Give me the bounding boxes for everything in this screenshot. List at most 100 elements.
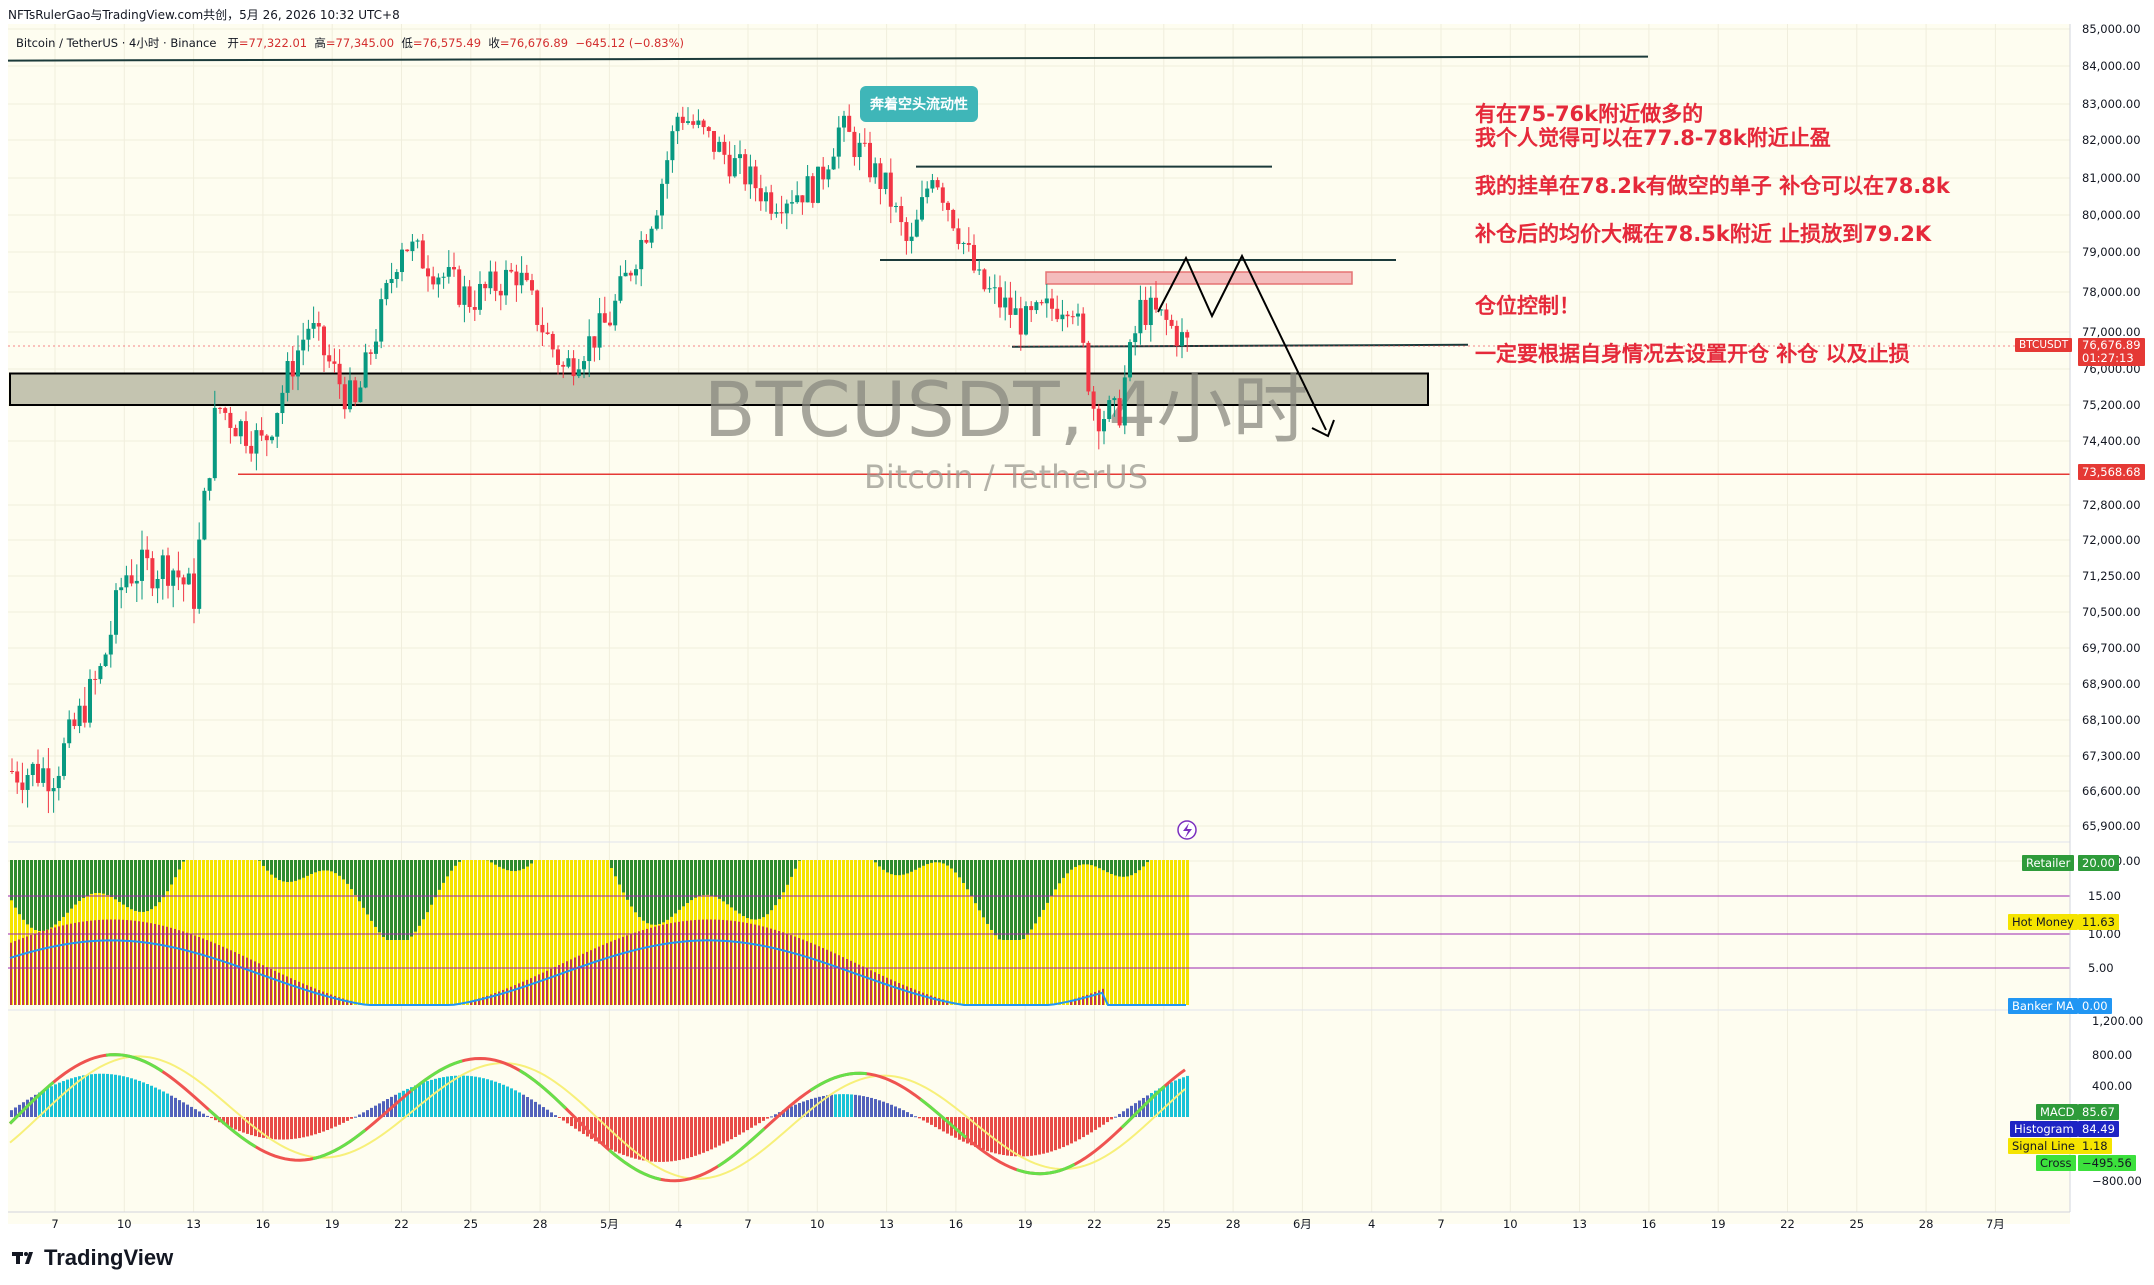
- macd-hist-bar: [858, 1095, 861, 1117]
- candle-body: [925, 188, 930, 198]
- candles: [10, 104, 1190, 814]
- flow-bar-green: [110, 860, 113, 897]
- macd-hist-bar: [202, 1113, 205, 1117]
- flow-bar-green: [322, 860, 325, 871]
- macd-hist-bar: [446, 1076, 449, 1117]
- macd-hist-bar: [618, 1117, 621, 1154]
- flow-bar-green: [526, 860, 529, 867]
- flow-bar-yellow: [918, 860, 921, 1005]
- flow-bar-yellow: [194, 860, 197, 1005]
- candle-body: [571, 358, 576, 377]
- bolt-icon: [1177, 820, 1197, 840]
- macd-hist-bar: [1106, 1117, 1109, 1123]
- candle-body: [1076, 313, 1080, 317]
- macd-hist-bar: [1186, 1075, 1189, 1117]
- flow-bar-yellow: [486, 860, 489, 1005]
- flow-bar-green: [894, 860, 897, 876]
- flow-bar-red: [114, 919, 116, 1005]
- macd-hist-bar: [462, 1075, 465, 1117]
- candle-body: [30, 763, 35, 776]
- macd-hist-bar: [34, 1094, 37, 1117]
- flow-bar-red: [802, 939, 804, 1005]
- flow-bar-yellow: [882, 860, 885, 1005]
- macd-hist-bar: [414, 1085, 417, 1117]
- flow-bar-yellow: [826, 860, 829, 1005]
- candle-body: [1018, 308, 1023, 335]
- flow-bar-red: [338, 997, 340, 1005]
- price-tick-label: 85,000.00: [2082, 22, 2141, 36]
- macd-hist-bar: [746, 1117, 749, 1131]
- candle-body: [1096, 408, 1101, 432]
- candle-body: [368, 352, 373, 354]
- flow-bar-red: [746, 922, 748, 1005]
- projection-path: [1157, 253, 1335, 840]
- time-tick-label: 7: [51, 1217, 58, 1231]
- time-axis[interactable]: 7 10 13 16 19 22 25 28 5月 4 7 10 13 16 19 22 25 28 6月 4 7 10 1…: [8, 1211, 2070, 1231]
- macd-hist-bar: [382, 1101, 385, 1117]
- price-axis[interactable]: 85,000.00 84,000.00 83,000.00 82,000.00 81,0…: [2069, 22, 2141, 1212]
- open-label: 开: [227, 36, 239, 50]
- candle-body: [587, 336, 592, 362]
- flow-bar-yellow: [202, 860, 205, 1005]
- candle-body: [1117, 398, 1122, 426]
- callout-bubble: 奔着空头流动性: [860, 86, 978, 122]
- macd-hist-bar: [506, 1086, 509, 1117]
- flow-bar-yellow: [1174, 860, 1177, 1005]
- macd-hist-bar: [578, 1117, 581, 1132]
- macd-hist-bar: [542, 1107, 545, 1117]
- flow-bar-yellow: [478, 860, 481, 1005]
- flow-bar-green: [174, 860, 177, 878]
- macd-hist-bar: [470, 1076, 473, 1117]
- flow-bar-green: [294, 860, 297, 881]
- flow-bar-yellow: [470, 860, 473, 1005]
- flow-bar-red: [230, 950, 232, 1005]
- macd-hist-bar: [402, 1090, 405, 1117]
- macd-hist-bar: [254, 1117, 257, 1137]
- candle-body: [987, 288, 992, 290]
- flow-bar-yellow: [986, 860, 989, 1005]
- flow-bar-red: [842, 957, 844, 1005]
- macd-hist-bar: [182, 1102, 185, 1117]
- flow-bar-yellow: [1142, 860, 1145, 1005]
- candle-body: [1102, 419, 1106, 432]
- flow-bar-red: [898, 983, 900, 1005]
- flow-bar-green: [638, 860, 641, 918]
- flow-bar-red: [202, 938, 204, 1005]
- macd-hist-bar: [658, 1117, 661, 1162]
- flow-bar-red: [850, 960, 852, 1005]
- flow-bar-red: [830, 951, 832, 1005]
- flow-bar-red: [174, 928, 176, 1005]
- price-tick-label: 65,900.00: [2082, 819, 2141, 833]
- macd-hist-bar: [1042, 1117, 1045, 1154]
- flow-bar-yellow: [466, 860, 469, 1005]
- candle-body: [774, 212, 779, 214]
- flow-bar-yellow: [554, 860, 557, 1005]
- flow-bar-yellow: [494, 860, 497, 1005]
- symbol-name[interactable]: Bitcoin / TetherUS · 4小时 · Binance: [16, 36, 217, 50]
- flow-bar-green: [1046, 860, 1049, 903]
- tradingview-logo[interactable]: TradingView: [12, 1245, 173, 1271]
- flow-bar-yellow: [1138, 860, 1141, 1005]
- candle-body: [670, 131, 675, 161]
- macd-hist-bar: [526, 1097, 529, 1117]
- candle-body: [675, 116, 680, 132]
- last-price: 76,676.89: [2082, 338, 2141, 352]
- candle-body: [831, 156, 836, 170]
- flow-bar-green: [342, 860, 345, 880]
- flow-bar-red: [222, 946, 224, 1005]
- macd-hist-bar: [50, 1086, 53, 1117]
- candle-body: [363, 352, 368, 388]
- flow-bar-yellow: [474, 860, 477, 1005]
- flow-bar-green: [782, 860, 785, 893]
- flow-bar-green: [958, 860, 961, 878]
- last-price-tag[interactable]: 76,676.89 01:27:13: [2078, 338, 2145, 366]
- candle-body: [420, 240, 425, 269]
- signal-line: [9, 1055, 1186, 1180]
- flow-bar-green: [942, 860, 945, 864]
- flow-bar-green: [1078, 860, 1081, 866]
- macd-hist-bar: [846, 1094, 849, 1117]
- macd-hist-bar: [398, 1092, 401, 1117]
- flow-bar-green: [422, 860, 425, 920]
- candle-body: [1091, 391, 1096, 409]
